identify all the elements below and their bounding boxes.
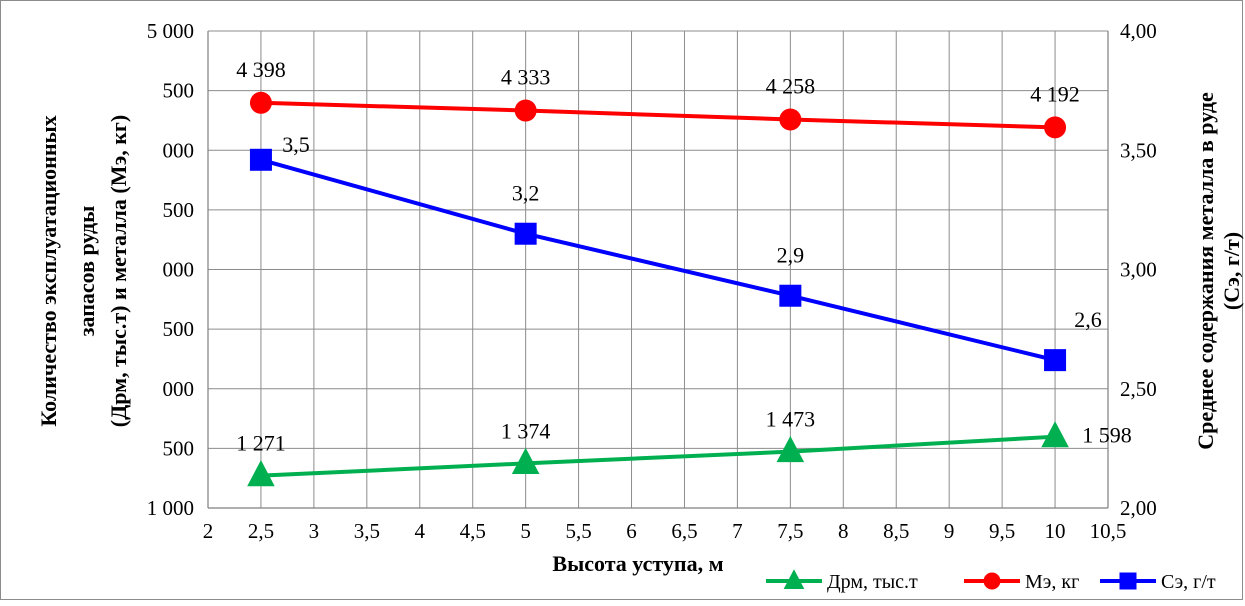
- data-label: 1 598: [1082, 423, 1132, 448]
- series-marker: [1044, 349, 1067, 372]
- data-label: 2,9: [777, 243, 805, 268]
- data-labels: 1 271 1 374 1 473 1 598 4 398 4 333 4 258 4 192…: [236, 57, 1132, 456]
- x-tick-label: 5,5: [565, 519, 591, 543]
- series-marker: [779, 108, 802, 131]
- legend-label: Сэ, г/т: [1161, 571, 1216, 593]
- axes: 2 2,5 3 3,5 4 4,5 5 5,5 6 6,5 7 7,5 8 8,5 9 9,5 10 10,5 1 …: [147, 19, 1157, 543]
- x-tick-label: 2: [203, 519, 214, 543]
- data-label: 4 192: [1030, 81, 1080, 106]
- y-right-tick-label: 4,00: [1120, 19, 1157, 43]
- y-right-axis-title: (Сэ, г/т): [1219, 232, 1244, 310]
- y-left-tick-label: 1 000: [147, 496, 194, 520]
- y-left-tick-label: 000: [163, 138, 195, 162]
- x-tick-label: 4,5: [460, 519, 486, 543]
- data-label: 1 374: [501, 418, 551, 443]
- series-marker: [249, 91, 272, 114]
- series-line: [260, 100, 1056, 130]
- y-right-tick-label: 3,50: [1120, 138, 1157, 162]
- x-tick-label: 10,5: [1090, 519, 1127, 543]
- y-left-tick-label: 500: [163, 317, 195, 341]
- data-label: 2,6: [1074, 307, 1102, 332]
- legend: Дрм, тыс.т Мэ, кг Сэ, г/т: [766, 569, 1216, 593]
- data-label: 4 398: [236, 57, 286, 82]
- x-tick-label: 10: [1045, 519, 1066, 543]
- y-left-tick-label: 5 000: [147, 19, 194, 43]
- series-marker: [247, 460, 275, 487]
- y-left-tick-label: 500: [163, 198, 195, 222]
- legend-marker: [1119, 572, 1137, 590]
- data-label: 3,5: [282, 132, 310, 157]
- y-left-tick-label: 500: [163, 436, 195, 460]
- x-tick-label: 2,5: [248, 519, 274, 543]
- data-label: 1 271: [236, 431, 286, 456]
- x-tick-label: 9,5: [989, 519, 1015, 543]
- x-tick-label: 3: [309, 519, 320, 543]
- series-marker: [779, 284, 802, 307]
- series-marker: [511, 447, 540, 474]
- y-left-axis-title: (Дрм, тыс.т) и металла (Мэ, кг): [106, 115, 131, 427]
- legend-marker: [983, 572, 1001, 590]
- series-marker: [1041, 421, 1069, 448]
- x-tick-label: 8,5: [883, 519, 909, 543]
- data-label: 1 473: [766, 407, 816, 432]
- x-axis-title: Высота уступа, м: [552, 551, 723, 576]
- y-right-axis-title: Среднее содержания металла в руде: [1193, 92, 1218, 450]
- y-left-tick-label: 500: [163, 79, 195, 103]
- x-tick-label: 5: [520, 519, 531, 543]
- series-marker: [776, 435, 805, 463]
- y-left-axis-title: запасов руды: [74, 206, 99, 337]
- data-label: 3,2: [512, 181, 540, 206]
- series-marker: [1044, 116, 1067, 139]
- series-line: [260, 434, 1056, 478]
- axis-titles: Высота уступа, м Количество эксплуатацион…: [36, 92, 1244, 576]
- series-marker: [514, 222, 537, 245]
- y-right-tick-label: 3,00: [1120, 258, 1157, 282]
- x-tick-label: 6,5: [671, 519, 697, 543]
- x-tick-label: 4: [415, 519, 426, 543]
- legend-marker: [783, 569, 805, 589]
- y-left-tick-label: 000: [163, 258, 195, 282]
- gridlines: [207, 30, 1109, 509]
- data-label: 4 258: [766, 73, 816, 98]
- x-tick-label: 9: [944, 519, 955, 543]
- legend-label: Мэ, кг: [1025, 571, 1079, 593]
- y-right-tick-label: 2,00: [1120, 496, 1157, 520]
- y-right-tick-label: 2,50: [1120, 377, 1157, 401]
- legend-label: Дрм, тыс.т: [827, 571, 918, 593]
- x-tick-label: 7: [732, 519, 743, 543]
- x-tick-label: 6: [626, 519, 637, 543]
- series-marker: [249, 148, 272, 171]
- series: [247, 91, 1069, 487]
- y-left-tick-label: 000: [163, 377, 195, 401]
- series-marker: [514, 99, 537, 122]
- series-line: [260, 157, 1056, 363]
- y-left-axis-title: Количество эксплуатационных: [36, 115, 61, 426]
- x-tick-label: 7,5: [777, 519, 803, 543]
- data-label: 4 333: [501, 65, 551, 90]
- x-tick-label: 8: [838, 519, 849, 543]
- x-tick-label: 3,5: [354, 519, 380, 543]
